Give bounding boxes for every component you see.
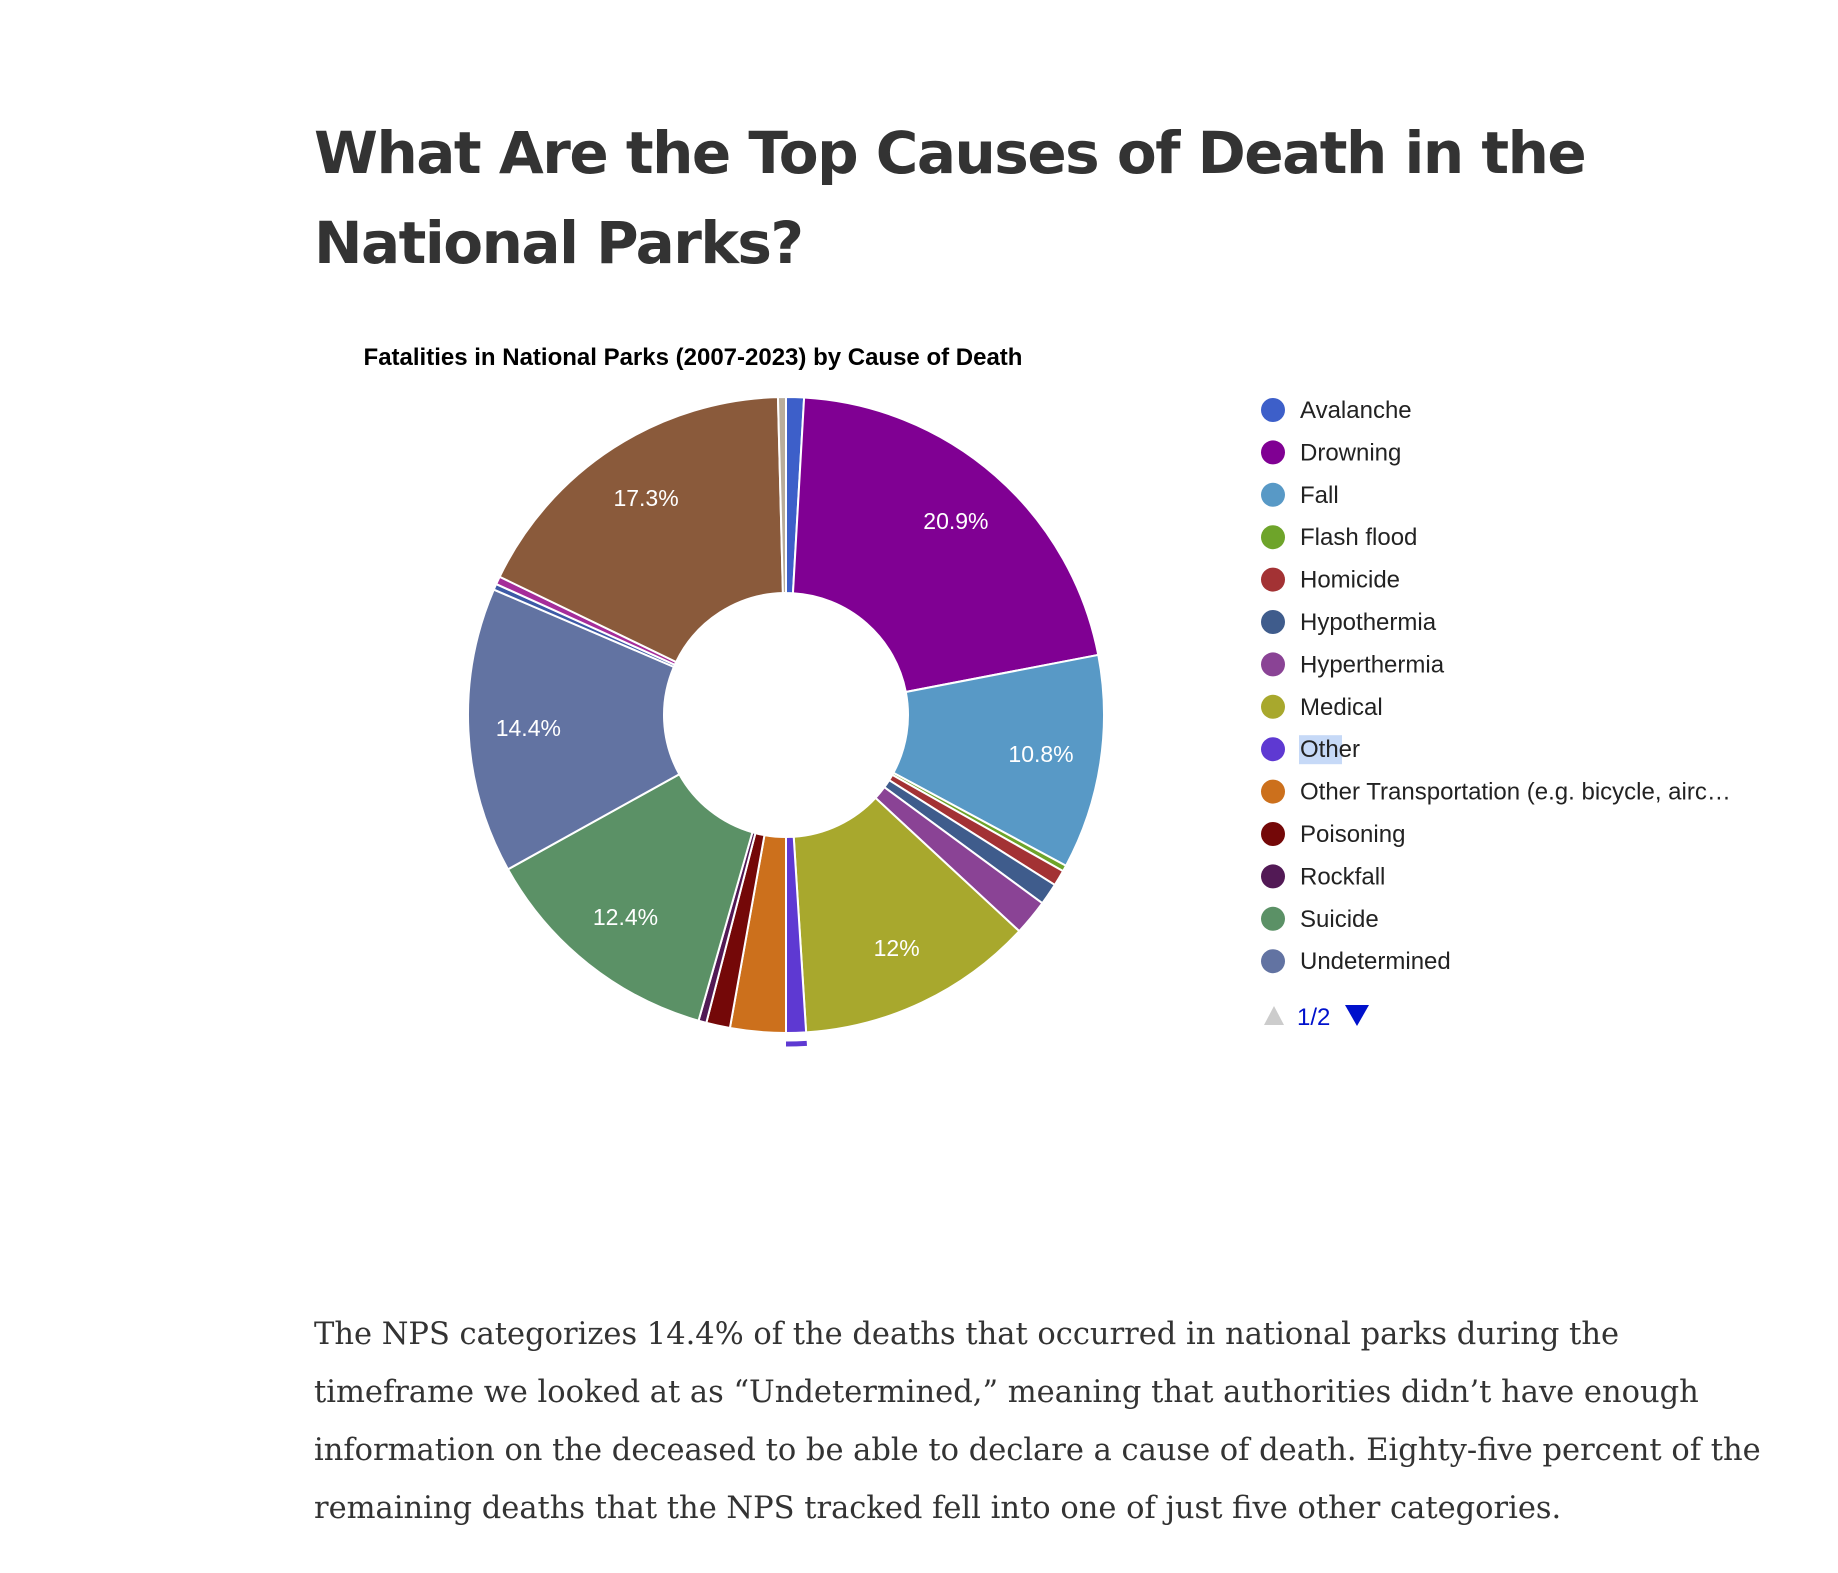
- donut-chart: Fatalities in National Parks (2007-2023)…: [364, 344, 1731, 1047]
- legend-pager: 1/2: [1264, 1004, 1369, 1031]
- legend-swatch: [1261, 906, 1285, 931]
- legend-item[interactable]: Other Transportation (e.g. bicycle, airc…: [1261, 779, 1731, 806]
- slice-undetermined[interactable]: [467, 588, 681, 871]
- legend-label: Poisoning: [1300, 821, 1405, 848]
- legend-label: Undetermined: [1300, 948, 1451, 975]
- legend-item[interactable]: Medical: [1261, 694, 1383, 721]
- legend-label: Flash flood: [1300, 524, 1417, 551]
- slice-data-label: 17.3%: [613, 485, 678, 511]
- legend-swatch: [1261, 525, 1285, 550]
- slice-unlabeled-16[interactable]: [498, 396, 784, 664]
- legend-label: Medical: [1300, 694, 1383, 721]
- slice-data-label: 20.9%: [923, 508, 988, 534]
- legend-swatch: [1261, 737, 1285, 762]
- legend-label: Other: [1300, 736, 1360, 763]
- legend-item[interactable]: Fall: [1261, 482, 1339, 509]
- legend-item[interactable]: Homicide: [1261, 567, 1400, 594]
- legend-swatch: [1261, 482, 1285, 507]
- legend-item[interactable]: Hyperthermia: [1261, 651, 1445, 678]
- donut-slices: [467, 395, 1105, 1047]
- legend-item[interactable]: Poisoning: [1261, 821, 1405, 848]
- page-title: What Are the Top Causes of Death in the …: [314, 119, 1587, 277]
- legend-label: Other Transportation (e.g. bicycle, airc…: [1300, 779, 1731, 806]
- legend-page-down-icon[interactable]: [1345, 1005, 1369, 1026]
- slice-data-label: 10.8%: [1008, 741, 1073, 767]
- slice-medical[interactable]: [792, 796, 1021, 1034]
- legend-swatch: [1261, 440, 1285, 465]
- chart-title: Fatalities in National Parks (2007-2023)…: [364, 344, 1023, 371]
- legend-swatch: [1261, 567, 1285, 592]
- legend-swatch: [1261, 694, 1285, 719]
- slice-data-labels: 20.9% 10.8% 12% 12.4% 14.4% 17.3%: [496, 485, 1074, 961]
- legend-swatch: [1261, 864, 1285, 889]
- slice-unlabeled-17[interactable]: [776, 395, 787, 595]
- legend-item-highlight: [1299, 735, 1342, 765]
- legend-item[interactable]: Drowning: [1261, 439, 1401, 466]
- legend-label: Hyperthermia: [1300, 651, 1445, 678]
- slice-data-label: 14.4%: [496, 715, 561, 741]
- legend-label: Homicide: [1300, 567, 1400, 594]
- slice-data-label: 12%: [874, 935, 920, 961]
- legend-item[interactable]: Rockfall: [1261, 863, 1385, 890]
- legend-swatch: [1261, 779, 1285, 804]
- legend-label: Suicide: [1300, 906, 1379, 933]
- legend-item[interactable]: Avalanche: [1261, 397, 1412, 424]
- legend-label: Hypothermia: [1300, 609, 1437, 636]
- legend-swatch: [1261, 652, 1285, 677]
- legend-page-up-icon[interactable]: [1264, 1006, 1284, 1025]
- legend-label: Fall: [1300, 482, 1339, 509]
- legend-label: Drowning: [1300, 439, 1401, 466]
- legend-swatch: [1261, 398, 1285, 422]
- slice-drowning[interactable]: [791, 396, 1100, 694]
- legend-item[interactable]: Flash flood: [1261, 524, 1417, 551]
- selected-slice-indicator: [785, 1040, 807, 1047]
- slice-fall[interactable]: [892, 653, 1105, 868]
- legend-label: Rockfall: [1300, 863, 1385, 890]
- legend-label: Avalanche: [1300, 397, 1412, 424]
- legend-item[interactable]: Other: [1261, 735, 1360, 765]
- legend-item[interactable]: Hypothermia: [1261, 609, 1437, 636]
- legend-page-indicator: 1/2: [1297, 1004, 1330, 1031]
- legend-swatch: [1261, 949, 1285, 974]
- legend-item[interactable]: Suicide: [1261, 906, 1379, 933]
- legend-item[interactable]: Undetermined: [1261, 948, 1451, 975]
- chart-legend: Avalanche Drowning Fall Flash flood Homicide…: [1261, 397, 1731, 975]
- slice-data-label: 12.4%: [593, 904, 658, 930]
- article-paragraph: The NPS categorizes 14.4% of the deaths …: [314, 1317, 1761, 1526]
- legend-swatch: [1261, 822, 1285, 846]
- legend-swatch: [1261, 610, 1285, 634]
